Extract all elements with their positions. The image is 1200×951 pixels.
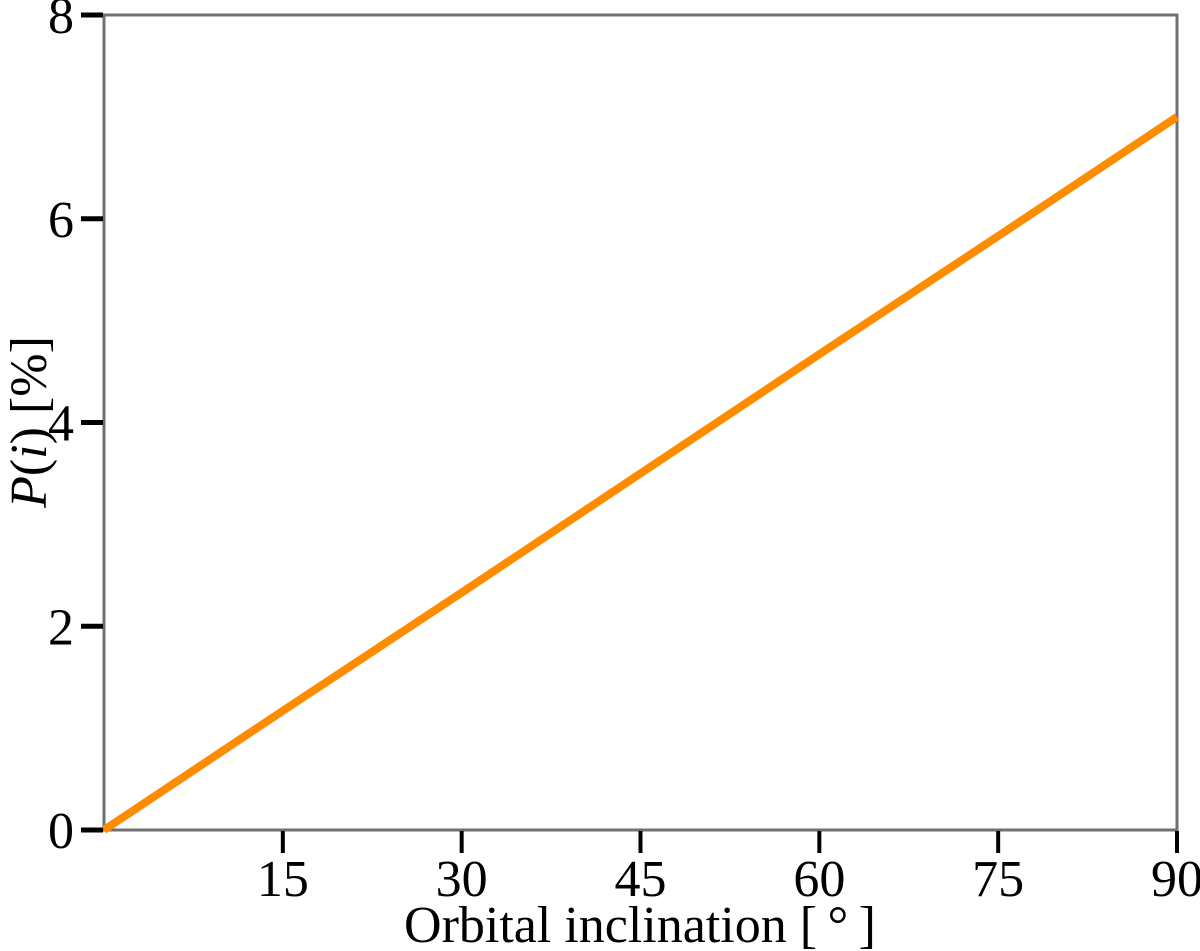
data-line [101,113,1180,834]
y-tick-label: 6 [48,192,74,249]
x-axis-tick-labels: 15 30 45 60 75 90 [257,851,1200,908]
data-series [101,113,1180,834]
x-tick-label: 30 [436,851,488,908]
y-axis-tick-labels: 0 2 4 6 8 [48,0,74,860]
y-tick-label: 8 [48,0,74,45]
x-tick-label: 75 [972,851,1024,908]
plot-frame [102,13,1179,832]
x-tick-label: 60 [793,851,845,908]
x-tick-label: 15 [257,851,309,908]
x-tick-label: 90 [1151,851,1200,908]
y-axis-title: P(i) [%] [1,336,58,509]
x-axis-ticks [280,831,1179,853]
y-tick-label: 0 [48,803,74,860]
y-tick-label: 4 [48,396,74,453]
x-tick-label: 45 [615,851,667,908]
x-axis-title: Orbital inclination [ ° ] [404,897,876,951]
y-tick-label: 2 [48,599,74,656]
y-axis-ticks [81,12,103,833]
